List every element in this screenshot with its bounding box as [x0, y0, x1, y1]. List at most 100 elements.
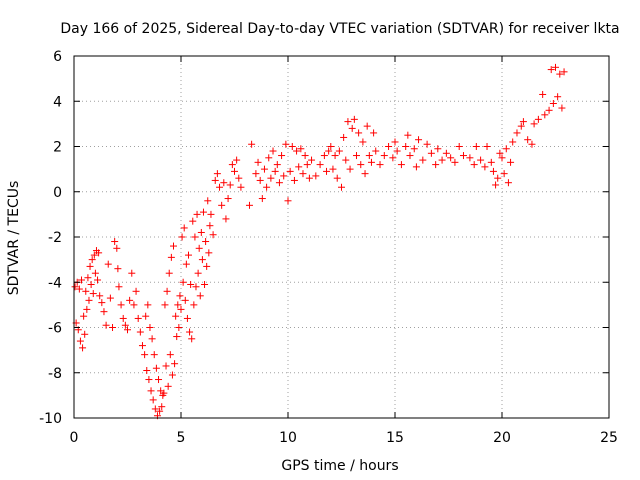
data-point: [182, 260, 190, 268]
data-point: [202, 238, 210, 246]
data-point: [114, 265, 122, 273]
data-point: [415, 136, 423, 144]
data-point: [308, 156, 316, 164]
data-point: [275, 179, 283, 187]
y-tick-label: 0: [53, 185, 62, 201]
data-point: [89, 290, 97, 298]
data-point: [134, 314, 142, 322]
data-point: [447, 154, 455, 162]
data-point: [128, 269, 136, 277]
data-point: [301, 152, 309, 160]
data-point: [363, 122, 371, 130]
data-point: [393, 147, 401, 155]
data-point: [295, 163, 303, 171]
data-point: [197, 228, 205, 236]
data-point: [150, 351, 158, 359]
data-point: [142, 312, 150, 320]
data-point: [220, 179, 228, 187]
y-tick-label: 4: [53, 94, 62, 110]
data-point: [148, 335, 156, 343]
data-point: [280, 172, 288, 180]
data-point: [534, 115, 542, 123]
data-point: [168, 371, 176, 379]
data-point: [509, 138, 517, 146]
data-point: [350, 115, 358, 123]
axes-layer: 0 5 10 15 20 25 -10 -8 -6 -4 -2 0 2 4 6: [39, 49, 618, 446]
data-point: [552, 63, 559, 71]
x-tick-label: 15: [386, 430, 404, 446]
data-point: [323, 167, 331, 175]
x-tick-label: 25: [600, 430, 618, 446]
data-point: [165, 269, 173, 277]
data-point: [119, 314, 127, 322]
data-point: [111, 238, 119, 246]
data-point: [151, 405, 159, 413]
data-point: [209, 231, 217, 239]
data-point: [297, 145, 305, 153]
data-point: [203, 262, 211, 270]
data-point: [252, 170, 260, 178]
data-point: [196, 292, 204, 300]
data-point: [410, 145, 418, 153]
data-point: [376, 161, 384, 169]
data-point: [451, 158, 459, 166]
data-point: [260, 165, 268, 173]
data-point: [271, 167, 279, 175]
data-point: [163, 287, 171, 295]
data-point: [554, 93, 562, 101]
data-point: [312, 172, 320, 180]
data-point: [340, 133, 348, 141]
data-point: [216, 183, 224, 191]
data-points-layer: [71, 63, 568, 420]
data-point: [290, 176, 298, 184]
data-point: [494, 174, 502, 182]
data-point: [90, 251, 98, 259]
data-point: [402, 143, 410, 150]
data-point: [293, 147, 301, 155]
data-point: [235, 174, 243, 182]
data-point: [213, 170, 221, 178]
data-point: [500, 170, 508, 178]
data-point: [181, 296, 189, 304]
y-tick-label: -6: [48, 321, 62, 337]
data-point: [146, 324, 154, 331]
data-point: [173, 333, 181, 341]
data-point: [183, 314, 191, 322]
data-point: [254, 158, 262, 166]
data-point: [344, 118, 352, 126]
data-point: [102, 321, 110, 329]
data-point: [545, 106, 553, 114]
data-point: [138, 342, 146, 350]
data-point: [245, 201, 253, 209]
data-point: [194, 269, 202, 277]
data-point: [305, 174, 313, 182]
data-point: [161, 301, 169, 309]
data-point: [370, 129, 378, 137]
data-point: [284, 197, 292, 205]
data-point: [477, 156, 485, 164]
data-point: [273, 161, 281, 169]
y-tick-label: 6: [53, 49, 62, 65]
data-point: [206, 222, 214, 230]
y-axis-label: SDTVAR / TECUs: [6, 181, 22, 296]
data-point: [470, 161, 478, 169]
data-point: [539, 90, 547, 98]
x-tick-label: 0: [70, 430, 79, 446]
data-point: [130, 301, 138, 309]
data-point: [149, 396, 157, 404]
data-point: [492, 181, 500, 189]
data-point: [335, 147, 343, 155]
data-point: [76, 337, 84, 345]
data-point: [502, 145, 510, 153]
data-point: [94, 276, 102, 284]
data-point: [397, 161, 405, 169]
data-point: [171, 360, 179, 368]
data-point: [164, 382, 172, 390]
y-tick-label: -8: [48, 366, 62, 382]
data-point: [79, 344, 87, 352]
data-point: [434, 145, 442, 153]
data-point: [87, 281, 95, 289]
data-point: [412, 163, 420, 171]
data-point: [498, 154, 506, 162]
data-point: [166, 351, 174, 359]
